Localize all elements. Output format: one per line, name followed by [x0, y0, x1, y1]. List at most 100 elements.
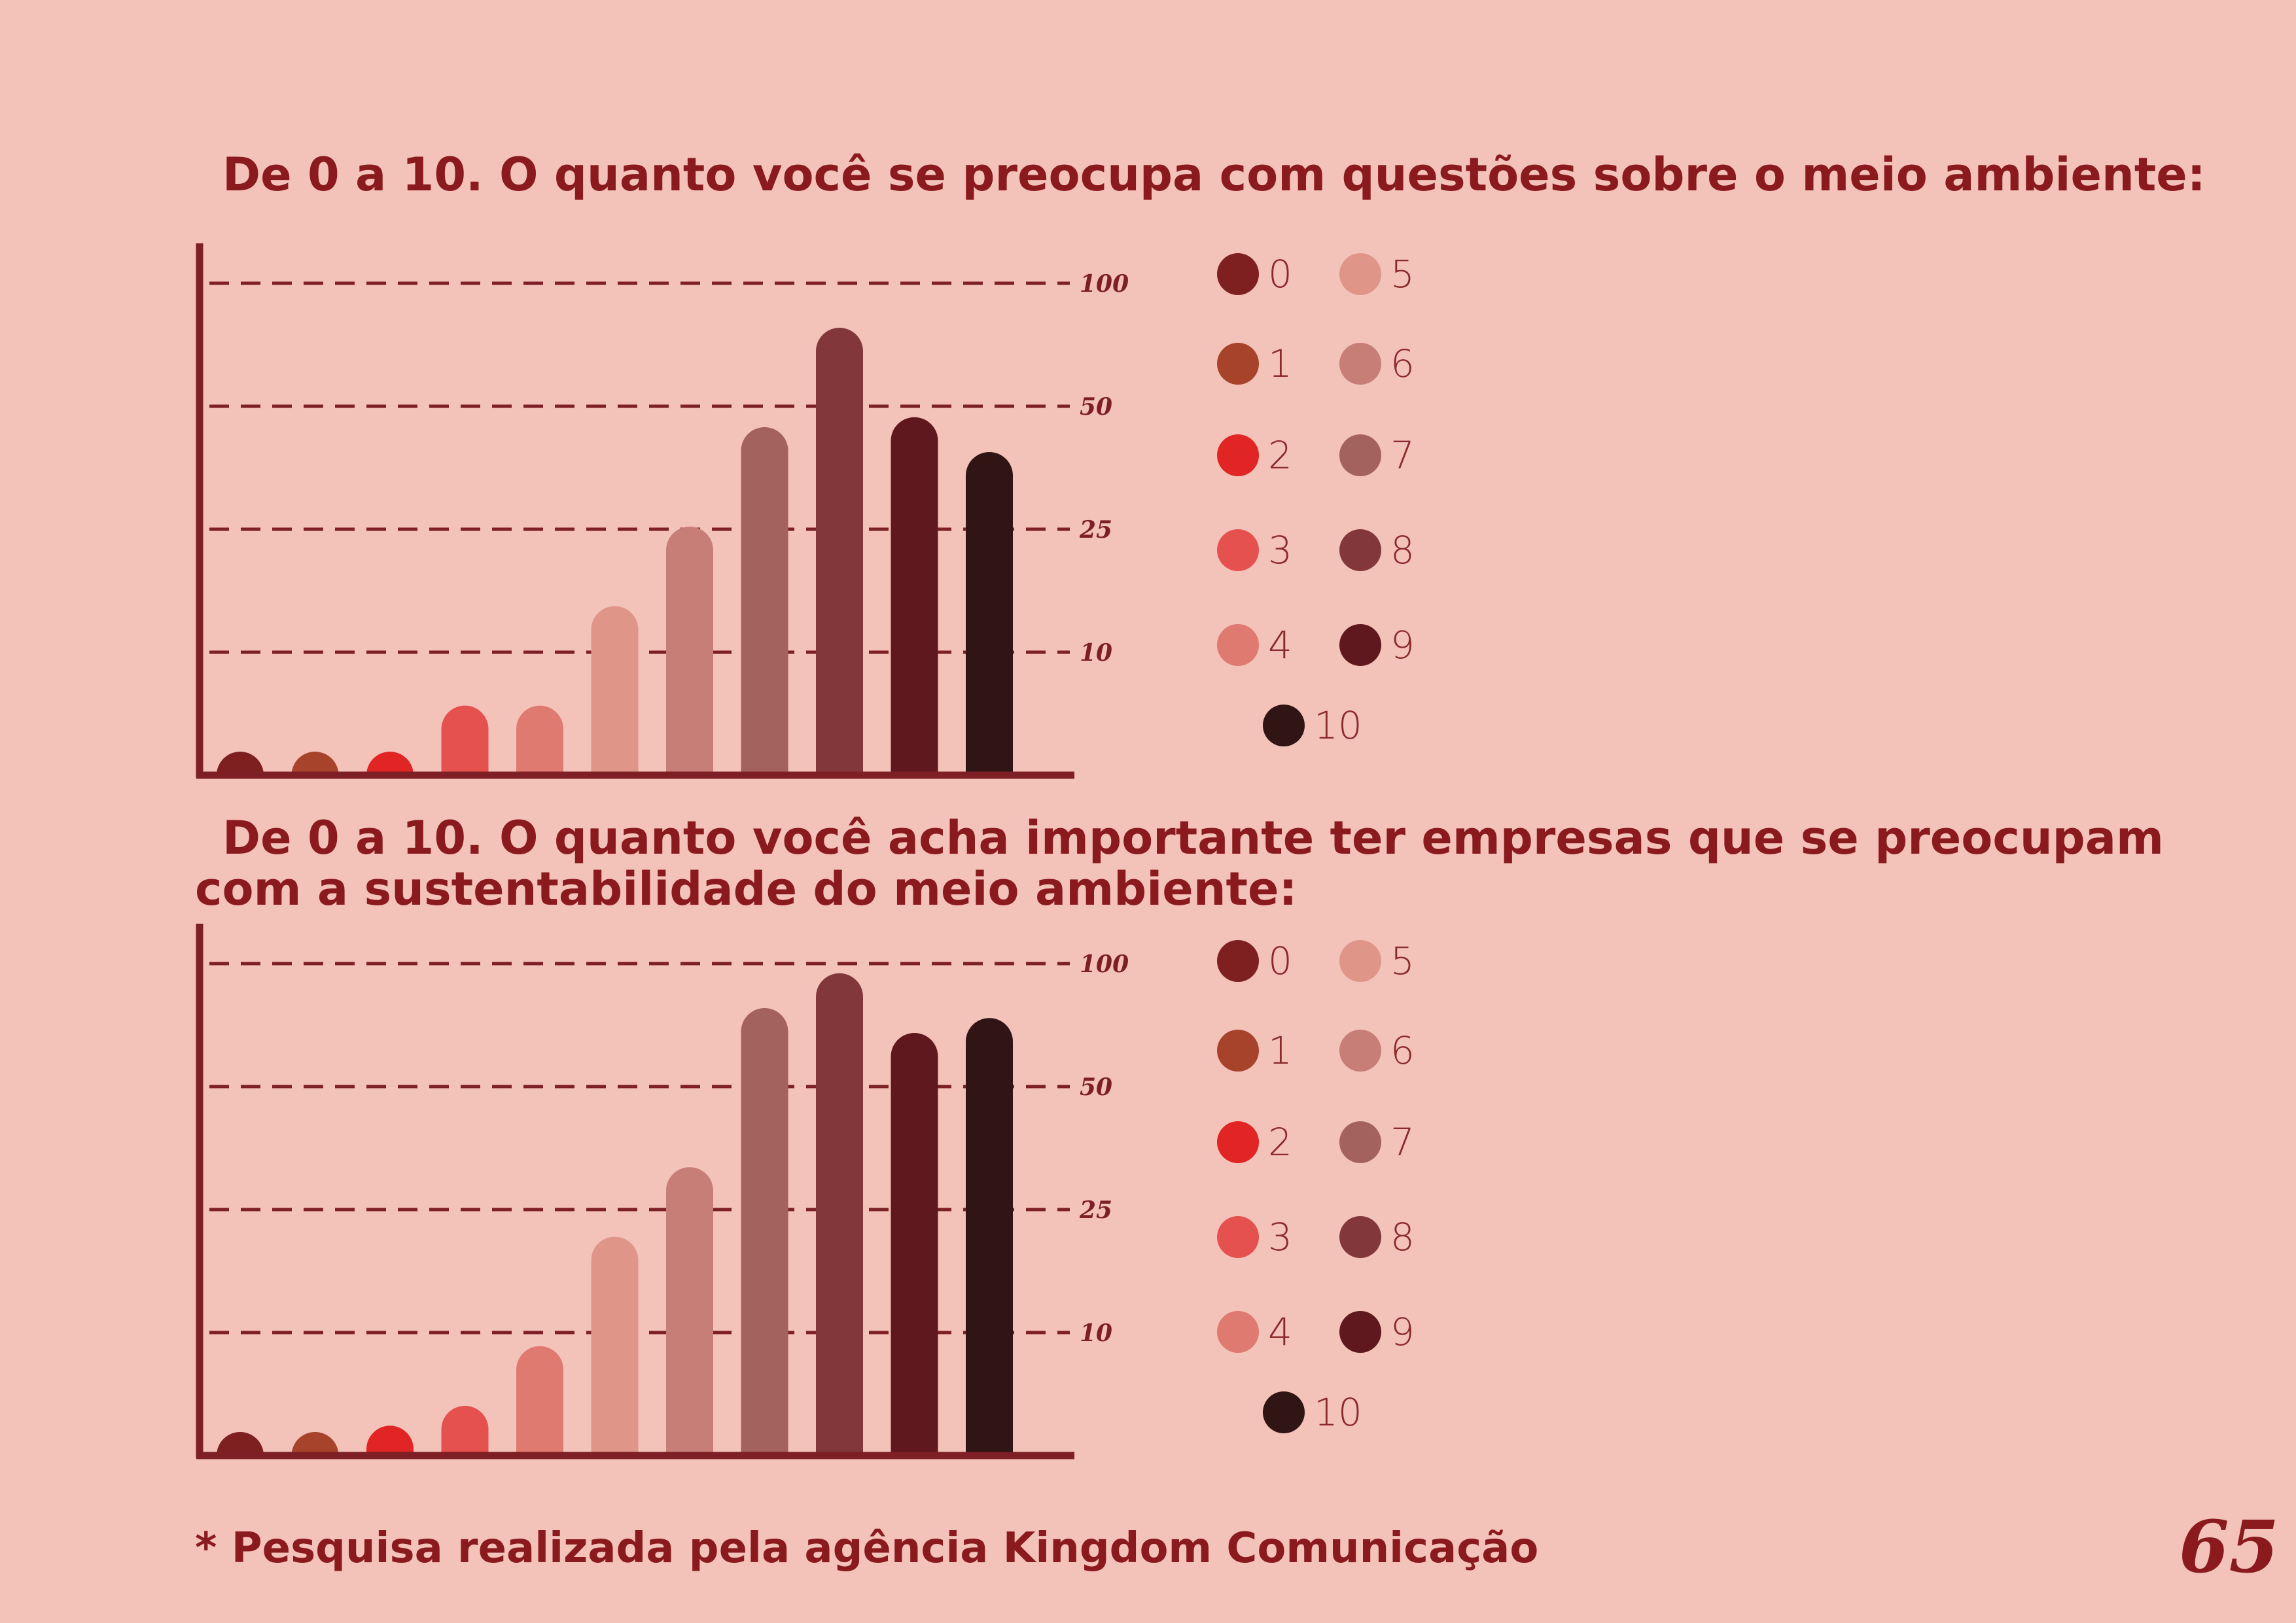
chart-2-legend-label-2: 2 [1268, 1120, 1292, 1164]
chart-1-legend-item-8: 8 [1339, 528, 1415, 572]
chart-2-legend-item-8: 8 [1339, 1215, 1415, 1259]
chart-1-legend-item-3: 3 [1217, 528, 1292, 572]
chart-2-legend-swatch-9 [1339, 1311, 1381, 1353]
chart-2-bar-7 [741, 1008, 788, 1456]
chart-1-legend-label-7: 7 [1390, 433, 1415, 478]
chart-1-bar-4 [516, 705, 563, 775]
chart-1-legend-swatch-3 [1217, 529, 1259, 571]
chart-1-legend-label-9: 9 [1390, 623, 1415, 667]
chart-1-legend-label-5: 5 [1390, 252, 1415, 296]
chart-2-tick-label-100: 100 [1080, 951, 1129, 978]
chart-2-bar-10 [966, 1018, 1013, 1456]
chart-2-legend-swatch-3 [1217, 1216, 1259, 1258]
chart-2-legend-swatch-0 [1217, 940, 1259, 982]
chart-2-bar-3 [441, 1406, 489, 1456]
chart-2-bar-0 [217, 1432, 264, 1456]
chart-2-legend-item-9: 9 [1339, 1310, 1415, 1354]
chart-1-legend-swatch-5 [1339, 253, 1381, 295]
chart-1-legend-swatch-8 [1339, 529, 1381, 571]
chart-2-title-line-1: De 0 a 10. O quanto você acha importante… [222, 811, 2164, 865]
chart-1-legend-swatch-2 [1217, 434, 1259, 476]
chart-2-legend-item-1: 1 [1217, 1028, 1292, 1073]
chart-2-legend-item-5: 5 [1339, 939, 1415, 983]
chart-1-legend-swatch-6 [1339, 343, 1381, 385]
chart-2-bar-6 [666, 1167, 713, 1456]
chart-1-legend-swatch-1 [1217, 343, 1259, 385]
footnote: * Pesquisa realizada pela agência Kingdo… [195, 1524, 1539, 1573]
chart-1-legend-item-0: 0 [1217, 252, 1292, 296]
chart-1-tick-label-25: 25 [1079, 516, 1112, 544]
chart-2-legend: 0 1 2 3 4 5 6 7 8 9 10 [1217, 939, 1492, 1435]
chart-2-legend-item-0: 0 [1217, 939, 1292, 983]
chart-1-legend-label-4: 4 [1268, 623, 1292, 667]
chart-1-legend-swatch-9 [1339, 624, 1381, 666]
chart-1-title: De 0 a 10. O quanto você se preocupa com… [222, 148, 2206, 201]
chart-2-legend-label-5: 5 [1390, 939, 1415, 983]
chart-2-legend-swatch-6 [1339, 1030, 1381, 1072]
chart-1-bar-10 [966, 452, 1013, 775]
chart-1-tick-label-50: 50 [1080, 393, 1112, 421]
chart-2-legend-label-8: 8 [1390, 1215, 1415, 1259]
chart-1-legend: 0 1 2 3 4 5 6 7 8 9 10 [1217, 252, 1492, 748]
chart-2-legend-item-2: 2 [1217, 1120, 1292, 1164]
chart-2-legend-swatch-1 [1217, 1030, 1259, 1072]
chart-2-legend-label-4: 4 [1268, 1310, 1292, 1354]
chart-1-legend-swatch-10 [1263, 705, 1305, 746]
chart-1-legend-item-6: 6 [1339, 341, 1415, 386]
chart-2-bar-9 [891, 1033, 938, 1456]
chart-2-legend-item-3: 3 [1217, 1215, 1292, 1259]
chart-2-legend-swatch-5 [1339, 940, 1381, 982]
chart-1-bar-2 [366, 752, 414, 775]
chart-2: 10 25 50 100 [196, 924, 1129, 1459]
chart-2-tick-label-25: 25 [1079, 1196, 1112, 1224]
chart-1-bar-1 [291, 752, 339, 775]
chart-1-bar-0 [217, 752, 264, 775]
chart-1-legend-swatch-0 [1217, 253, 1259, 295]
chart-2-bar-1 [291, 1432, 339, 1456]
chart-2-legend-item-10: 10 [1263, 1390, 1362, 1435]
chart-1-legend-label-2: 2 [1268, 433, 1292, 478]
chart-1-bar-5 [591, 606, 639, 775]
chart-2-legend-item-7: 7 [1339, 1120, 1415, 1164]
chart-2-bar-4 [516, 1346, 563, 1456]
chart-2-legend-label-7: 7 [1390, 1120, 1415, 1164]
chart-1-bar-8 [816, 328, 863, 775]
chart-2-legend-swatch-2 [1217, 1121, 1259, 1163]
chart-1-bar-6 [666, 527, 713, 775]
chart-1-legend-label-6: 6 [1390, 341, 1415, 386]
chart-2-legend-label-1: 1 [1268, 1028, 1292, 1073]
chart-2-legend-swatch-4 [1217, 1311, 1259, 1353]
chart-2-tick-label-10: 10 [1080, 1319, 1112, 1347]
chart-1-tick-label-100: 100 [1080, 270, 1129, 298]
chart-2-legend-swatch-7 [1339, 1121, 1381, 1163]
chart-1-legend-label-0: 0 [1268, 252, 1292, 296]
chart-1-legend-label-10: 10 [1314, 703, 1362, 748]
chart-1-bar-3 [441, 705, 489, 775]
page-number: 65 [2179, 1505, 2280, 1589]
chart-2-tick-label-50: 50 [1080, 1073, 1112, 1101]
chart-1-legend-label-3: 3 [1268, 528, 1292, 572]
chart-2-legend-item-4: 4 [1217, 1310, 1292, 1354]
chart-1-legend-item-1: 1 [1217, 341, 1292, 386]
chart-2-bar-2 [366, 1425, 414, 1456]
chart-1-bar-7 [741, 427, 788, 775]
chart-1: 10 25 50 100 [196, 243, 1129, 779]
chart-2-legend-label-3: 3 [1268, 1215, 1292, 1259]
chart-1-legend-label-8: 8 [1390, 528, 1415, 572]
chart-1-legend-item-4: 4 [1217, 623, 1292, 667]
chart-1-legend-swatch-4 [1217, 624, 1259, 666]
chart-2-legend-label-9: 9 [1390, 1310, 1415, 1354]
chart-1-tick-label-10: 10 [1080, 639, 1112, 667]
chart-1-legend-item-9: 9 [1339, 623, 1415, 667]
chart-2-bar-5 [591, 1236, 639, 1456]
chart-2-legend-swatch-8 [1339, 1216, 1381, 1258]
chart-2-legend-label-10: 10 [1314, 1390, 1362, 1435]
chart-2-bar-8 [816, 973, 863, 1456]
chart-1-legend-item-2: 2 [1217, 433, 1292, 478]
chart-1-legend-item-7: 7 [1339, 433, 1415, 478]
chart-2-legend-swatch-10 [1263, 1391, 1305, 1433]
chart-1-legend-item-5: 5 [1339, 252, 1415, 296]
chart-1-legend-item-10: 10 [1263, 703, 1362, 748]
chart-1-bar-9 [891, 417, 938, 775]
chart-1-legend-swatch-7 [1339, 434, 1381, 476]
